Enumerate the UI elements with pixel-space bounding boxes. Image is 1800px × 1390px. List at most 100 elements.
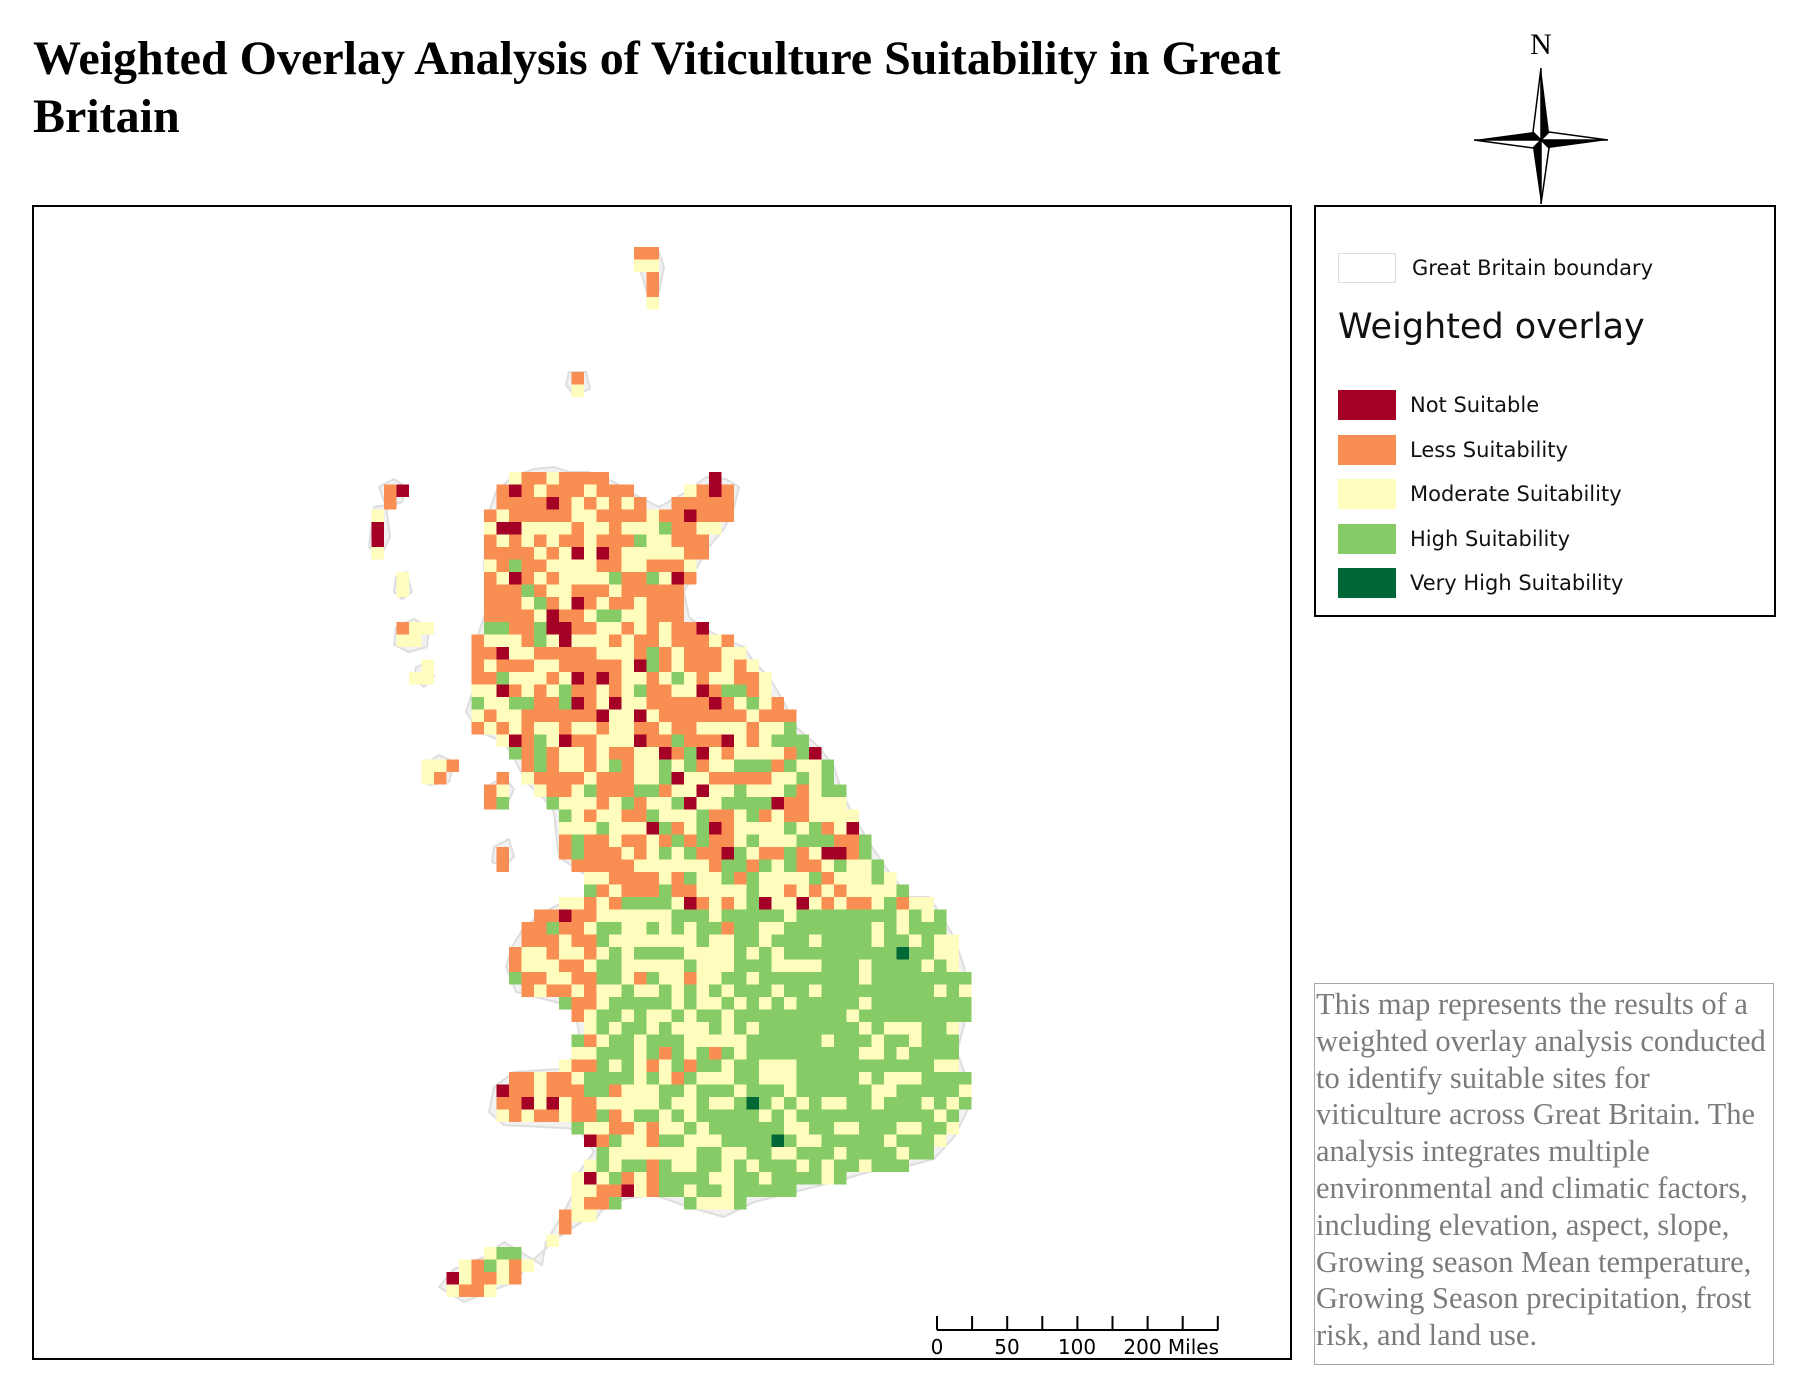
grid-cell bbox=[584, 872, 597, 885]
grid-cell bbox=[621, 922, 634, 935]
grid-cell bbox=[684, 572, 697, 585]
grid-cell bbox=[696, 772, 709, 785]
grid-cell bbox=[534, 697, 547, 710]
grid-cell bbox=[609, 784, 622, 797]
grid-cell bbox=[709, 709, 722, 722]
grid-cell bbox=[834, 1134, 847, 1147]
grid-cell bbox=[709, 847, 722, 860]
grid-cell bbox=[646, 1084, 659, 1097]
grid-cell bbox=[609, 1034, 622, 1047]
grid-cell bbox=[684, 847, 697, 860]
grid-cell bbox=[846, 1122, 859, 1135]
grid-cell bbox=[621, 522, 634, 535]
grid-cell bbox=[596, 647, 609, 660]
grid-cell bbox=[721, 772, 734, 785]
grid-cell bbox=[584, 809, 597, 822]
grid-cell bbox=[934, 1134, 947, 1147]
grid-cell bbox=[596, 984, 609, 997]
grid-cell bbox=[921, 947, 934, 960]
grid-cell bbox=[734, 834, 747, 847]
grid-cell bbox=[484, 534, 497, 547]
grid-cell bbox=[884, 1059, 897, 1072]
grid-cell bbox=[759, 1072, 772, 1085]
grid-cell bbox=[621, 1084, 634, 1097]
grid-cell bbox=[509, 684, 522, 697]
grid-cell bbox=[684, 1172, 697, 1185]
grid-cell bbox=[471, 1259, 484, 1272]
grid-cell bbox=[609, 759, 622, 772]
grid-cell bbox=[634, 634, 647, 647]
grid-cell bbox=[671, 897, 684, 910]
grid-cell bbox=[584, 784, 597, 797]
grid-cell bbox=[934, 909, 947, 922]
grid-cell bbox=[646, 1097, 659, 1110]
grid-cell bbox=[621, 859, 634, 872]
grid-cell bbox=[584, 597, 597, 610]
grid-cell bbox=[721, 1072, 734, 1085]
grid-cell bbox=[746, 909, 759, 922]
grid-cell bbox=[946, 1047, 959, 1060]
grid-cell bbox=[771, 772, 784, 785]
grid-cell bbox=[484, 509, 497, 522]
grid-cell bbox=[559, 509, 572, 522]
grid-cell bbox=[834, 834, 847, 847]
grid-cell bbox=[684, 972, 697, 985]
grid-cell bbox=[959, 984, 972, 997]
grid-cell bbox=[671, 734, 684, 747]
grid-cell bbox=[771, 734, 784, 747]
grid-cell bbox=[921, 1047, 934, 1060]
grid-cell bbox=[684, 1197, 697, 1210]
grid-cell bbox=[859, 1022, 872, 1035]
map-title: Weighted Overlay Analysis of Viticulture… bbox=[33, 32, 1281, 143]
grid-cell bbox=[946, 1097, 959, 1110]
grid-cell bbox=[559, 647, 572, 660]
grid-cell bbox=[571, 684, 584, 697]
grid-cell bbox=[634, 759, 647, 772]
grid-cell bbox=[834, 959, 847, 972]
grid-cell bbox=[721, 997, 734, 1010]
grid-cell bbox=[684, 784, 697, 797]
grid-cell bbox=[659, 784, 672, 797]
grid-cell bbox=[921, 1034, 934, 1047]
grid-cell bbox=[759, 1034, 772, 1047]
grid-cell bbox=[521, 759, 534, 772]
grid-cell bbox=[721, 672, 734, 685]
grid-cell bbox=[609, 797, 622, 810]
grid-cell bbox=[571, 1109, 584, 1122]
legend-swatch bbox=[1338, 479, 1396, 509]
legend-label: Less Suitability bbox=[1410, 437, 1568, 462]
grid-cell bbox=[834, 1034, 847, 1047]
grid-cell bbox=[746, 1072, 759, 1085]
grid-cell bbox=[584, 759, 597, 772]
grid-cell bbox=[521, 772, 534, 785]
grid-cell bbox=[809, 1159, 822, 1172]
grid-cell bbox=[584, 1197, 597, 1210]
grid-cell bbox=[571, 1209, 584, 1222]
grid-cell bbox=[821, 934, 834, 947]
grid-cell bbox=[521, 572, 534, 585]
grid-cell bbox=[921, 1122, 934, 1135]
grid-cell bbox=[884, 934, 897, 947]
grid-cell bbox=[871, 1072, 884, 1085]
grid-cell bbox=[834, 859, 847, 872]
grid-cell bbox=[521, 522, 534, 535]
grid-cell bbox=[746, 1097, 759, 1110]
grid-cell bbox=[771, 872, 784, 885]
grid-cell bbox=[759, 1059, 772, 1072]
grid-cell bbox=[734, 1184, 747, 1197]
grid-cell bbox=[796, 1109, 809, 1122]
grid-cell bbox=[784, 1059, 797, 1072]
grid-cell bbox=[746, 1147, 759, 1160]
grid-cell bbox=[621, 572, 634, 585]
grid-cell bbox=[559, 1097, 572, 1110]
grid-cell bbox=[621, 734, 634, 747]
grid-cell bbox=[634, 772, 647, 785]
grid-cell bbox=[671, 834, 684, 847]
grid-cell bbox=[534, 559, 547, 572]
grid-cell bbox=[659, 959, 672, 972]
grid-cell bbox=[784, 834, 797, 847]
grid-cell bbox=[634, 497, 647, 510]
grid-cell bbox=[784, 1034, 797, 1047]
grid-cell bbox=[496, 859, 509, 872]
grid-cell bbox=[471, 722, 484, 735]
